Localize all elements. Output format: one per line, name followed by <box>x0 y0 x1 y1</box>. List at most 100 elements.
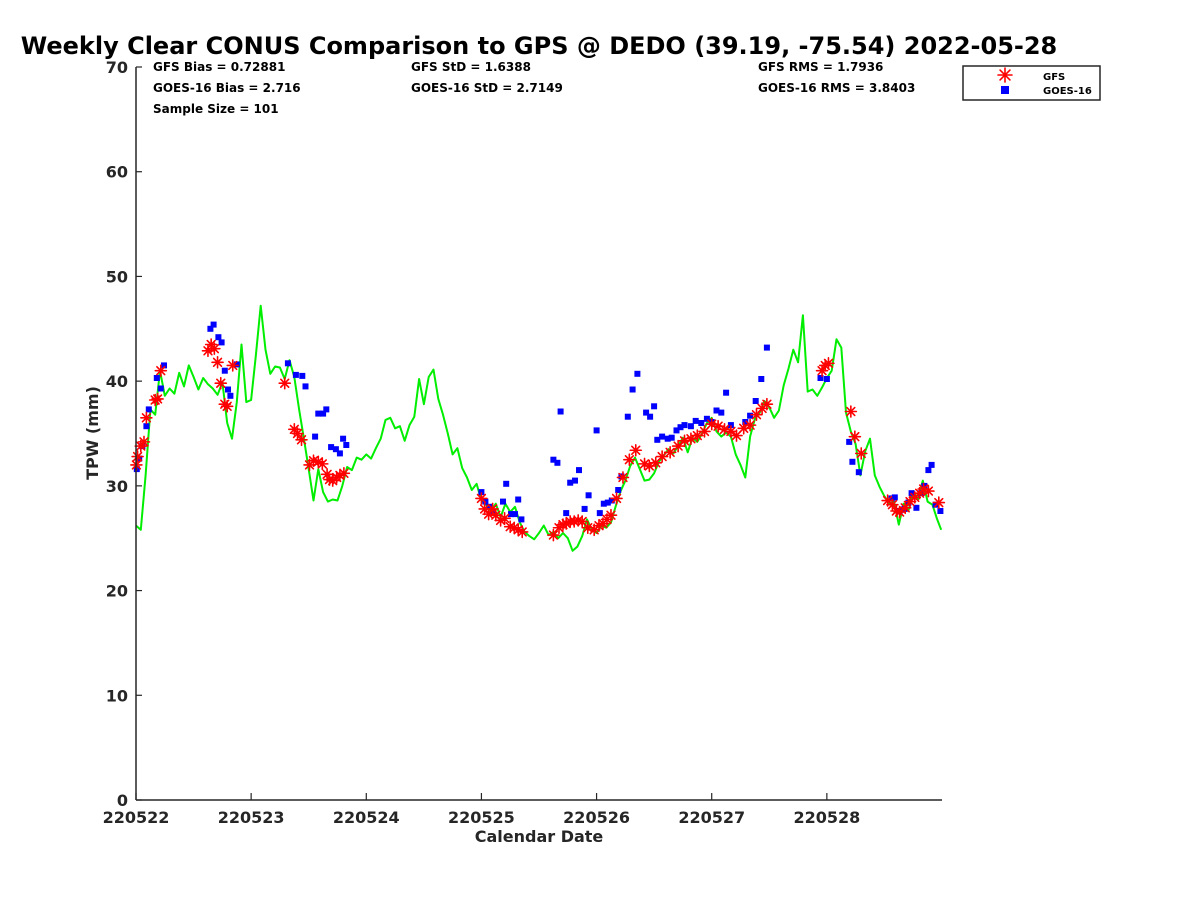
gfs-point <box>893 505 906 519</box>
sample-size-label: Sample Size = 101 <box>153 102 279 116</box>
y-tick-label: 40 <box>106 372 128 391</box>
plot-area <box>136 67 942 800</box>
y-axis-label: TPW (mm) <box>83 386 102 480</box>
goes-point <box>752 398 759 404</box>
goes-point <box>503 480 510 487</box>
gfs-point <box>131 450 144 463</box>
gfs-point <box>226 359 240 372</box>
goes-point <box>343 442 350 448</box>
goes-point <box>817 375 824 381</box>
gfs-point <box>498 512 511 525</box>
goes-point <box>747 412 754 419</box>
gfs-rms-label: GFS RMS = 1.7936 <box>758 60 883 74</box>
stats-block: GFS Bias = 0.72881 GOES-16 Bias = 2.716 … <box>153 60 915 116</box>
goes-point <box>302 383 309 390</box>
goes-point <box>332 446 339 453</box>
goes-point <box>718 409 725 416</box>
goes-point <box>608 497 615 504</box>
x-tick-label: 220523 <box>218 808 285 827</box>
goes-point <box>336 450 343 457</box>
y-tick-label: 30 <box>106 477 128 496</box>
gfs-point <box>743 418 757 432</box>
goes-bias-label: GOES-16 Bias = 2.716 <box>153 81 301 95</box>
goes-point <box>227 392 234 399</box>
gfs-point <box>898 501 912 515</box>
gfs-point <box>337 466 351 480</box>
goes-point <box>550 456 557 463</box>
goes-point <box>572 477 578 484</box>
gps-series-line <box>135 304 943 552</box>
gfs-point <box>623 453 636 466</box>
gfs-point <box>515 525 529 539</box>
goes-point <box>143 423 150 430</box>
goes-point <box>624 413 631 420</box>
goes-point <box>634 370 641 377</box>
gfs-point <box>932 496 946 509</box>
goes-point <box>925 467 932 474</box>
goes-point <box>153 375 160 381</box>
goes-point <box>585 492 592 499</box>
goes-point <box>928 461 935 468</box>
goes-point <box>651 403 658 410</box>
gfs-point <box>684 432 698 446</box>
goes-point <box>299 372 306 379</box>
goes-point <box>581 505 588 512</box>
y-tick-label: 20 <box>106 582 128 601</box>
axes <box>135 67 942 801</box>
gfs-point <box>137 435 151 449</box>
goes-point <box>846 438 853 445</box>
goes-point <box>478 489 485 496</box>
gfs-point <box>886 498 899 512</box>
gfs-point <box>610 492 623 505</box>
goes-point <box>654 436 661 443</box>
gfs-point <box>844 405 858 418</box>
goes-point <box>692 417 699 424</box>
goes-point <box>727 422 734 429</box>
goes-rms-label: GOES-16 RMS = 3.8403 <box>758 81 915 95</box>
gfs-points-layer <box>130 338 946 542</box>
goes-point <box>215 334 222 341</box>
goes-point <box>643 409 650 416</box>
gps-line-layer <box>135 304 943 552</box>
y-tick-label: 10 <box>106 686 128 705</box>
x-ticks: 220522 220523 220524 220525 220526 220527 2205… <box>103 793 860 827</box>
gfs-point <box>730 429 743 442</box>
goes-point <box>554 459 561 466</box>
legend-gfs-asterisk <box>997 67 1013 83</box>
gfs-point <box>278 376 292 390</box>
goes-point <box>703 415 710 422</box>
gfs-point <box>151 392 164 406</box>
goes-point <box>161 362 167 369</box>
legend-gfs-label: GFS <box>1043 72 1065 83</box>
legend-goes-marker <box>1001 86 1009 94</box>
y-tick-label: 60 <box>106 163 128 182</box>
goes-point <box>629 386 636 393</box>
x-tick-label: 220524 <box>333 808 400 827</box>
goes-point <box>698 420 705 426</box>
goes-point <box>855 469 862 476</box>
goes-point <box>328 444 335 451</box>
gfs-point <box>854 447 868 460</box>
x-tick-label: 220525 <box>448 808 515 827</box>
goes-point <box>323 406 330 413</box>
goes-point <box>593 427 600 434</box>
goes-point <box>913 504 920 511</box>
goes-points-layer <box>133 321 944 523</box>
gfs-point <box>629 443 643 457</box>
chart-title: Weekly Clear CONUS Comparison to GPS @ D… <box>21 32 1058 60</box>
goes-point <box>681 422 688 429</box>
gfs-point <box>291 427 304 440</box>
goes-std-label: GOES-16 StD = 2.7149 <box>411 81 563 95</box>
gfs-bias-label: GFS Bias = 0.72881 <box>153 60 285 74</box>
gfs-point <box>140 411 153 425</box>
goes-point <box>596 510 603 517</box>
gfs-point <box>208 342 221 355</box>
goes-point <box>284 360 291 367</box>
legend-box <box>962 65 1101 101</box>
goes-point <box>340 435 347 442</box>
goes-point <box>508 511 514 518</box>
gfs-point <box>671 439 685 453</box>
x-tick-label: 220528 <box>793 808 860 827</box>
gfs-point <box>220 399 234 413</box>
x-tick-label: 220522 <box>103 808 170 827</box>
